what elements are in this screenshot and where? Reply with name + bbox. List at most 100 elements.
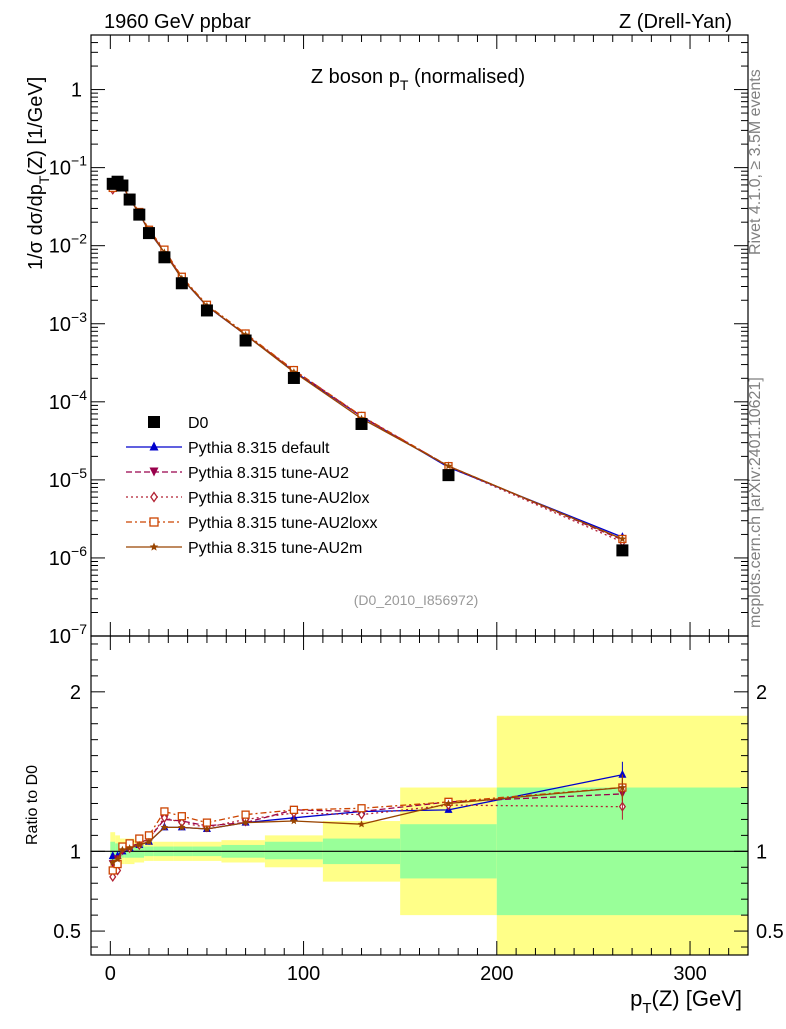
legend-marker-au2loxx [149, 517, 159, 527]
legend-marker-au2lox [150, 491, 158, 503]
legend-label-au2m: Pythia 8.315 tune-AU2m [188, 540, 362, 557]
au2m-ratio-point [160, 823, 169, 831]
y-tick-label: 10−6 [49, 543, 87, 570]
y-tick-label: 1 [71, 80, 82, 102]
x-tick-label: 100 [287, 963, 320, 985]
data-point [200, 304, 213, 317]
title-text: Z boson p [311, 66, 400, 88]
default-line [112, 182, 623, 538]
au2loxx-ratio-point [177, 812, 186, 821]
y-tick-label: 10−1 [49, 153, 87, 180]
ratio-y-tick-label: 0.5 [53, 921, 81, 943]
ratio-y-tick-label-right: 0.5 [756, 921, 784, 943]
y-tick-label: 10−5 [49, 465, 87, 492]
au2m-ratio-point [125, 844, 134, 852]
au2lox-ratio-point [357, 809, 366, 820]
ratio-y-axis: 0.5 0.5 1 1 2 2 [53, 643, 784, 948]
main-title: Z boson pT (normalised) [311, 66, 525, 93]
au2m-point [444, 462, 453, 470]
au2m-point [618, 535, 627, 543]
analysis-id-label: (D0_2010_I856972) [354, 592, 479, 608]
data-point [355, 417, 368, 430]
rivet-version-label: Rivet 4.1.0, ≥ 3.5M events [747, 69, 764, 255]
legend-label-au2lox: Pythia 8.315 tune-AU2lox [188, 490, 369, 507]
au2loxx-ratio-point [357, 804, 366, 813]
series-data [106, 175, 629, 557]
uncertainty-bands [110, 715, 748, 955]
au2m-ratio-point [113, 855, 122, 863]
x-tick-label: 200 [480, 963, 513, 985]
data-point [123, 193, 136, 206]
data-point [442, 469, 455, 482]
legend: D0 Pythia 8.315 default Pythia 8.315 tun… [126, 415, 377, 557]
legend-label-data: D0 [188, 415, 209, 432]
y-tick-label: 10−3 [49, 309, 87, 336]
y-tick-label: 10−4 [49, 387, 87, 414]
data-point [133, 208, 146, 221]
au2loxx-ratio-point [108, 866, 117, 875]
series-default [108, 177, 627, 541]
legend-marker-data [148, 416, 160, 428]
au2m-ratio-point [118, 845, 127, 853]
au2m-ratio-point [290, 817, 298, 825]
au2m-ratio-point [357, 820, 366, 828]
au2m-ratio-point [241, 818, 250, 826]
au2m-ratio-point [203, 825, 211, 833]
ratio-y-tick-label-right: 1 [756, 841, 767, 863]
data-point [116, 179, 129, 192]
y-tick-label: 10−7 [49, 621, 87, 648]
au2loxx-ratio-point [289, 805, 299, 815]
series-au2m [108, 179, 627, 543]
legend-marker-au2 [149, 467, 159, 477]
au2m-ratio-point [444, 799, 453, 807]
legend-label-default: Pythia 8.315 default [188, 440, 330, 457]
ratio-y-tick-label-right: 2 [756, 682, 767, 704]
au2lox-ratio-point [109, 871, 117, 882]
y-tick-label: 10−2 [49, 231, 87, 258]
au2-line [112, 183, 623, 541]
process-label: Z (Drell-Yan) [619, 11, 732, 33]
au2loxx-line [112, 183, 623, 540]
ratio-y-tick-label: 2 [70, 682, 81, 704]
ratio-series-au2m [108, 774, 627, 866]
y-axis-label: 1/σ dσ/dpT(Z) [1/GeV] [25, 77, 52, 270]
ratio-y-tick-label: 1 [70, 841, 81, 863]
mcplots-credit-label: mcplots.cern.ch [arXiv:2401.10621] [747, 377, 764, 628]
legend-label-au2: Pythia 8.315 tune-AU2 [188, 465, 349, 482]
au2loxx-ratio-point [144, 831, 154, 840]
legend-marker-au2m [149, 542, 159, 551]
x-tick-label: 300 [673, 963, 706, 985]
au2m-ratio-point [145, 837, 153, 845]
data-point [158, 251, 171, 264]
au2loxx-ratio-point [241, 810, 250, 819]
x-axis-label: pT(Z) [GeV] [630, 986, 742, 1017]
au2m-line [112, 182, 623, 540]
title-tail: (normalised) [408, 66, 525, 88]
au2loxx-ratio-point [202, 818, 212, 827]
x-axis: 0 100 200 300 [105, 35, 730, 985]
series-au2loxx [108, 180, 627, 544]
au2loxx-ratio-point [160, 807, 169, 816]
data-point [616, 544, 629, 557]
au2lox-ratio-point [160, 812, 169, 823]
data-point [239, 334, 252, 347]
legend-marker-default [149, 441, 159, 451]
data-point [175, 277, 188, 290]
inner-band-bin [264, 841, 323, 860]
ratio-panel: Ratio to D0 pT(Z) [GeV] [24, 765, 742, 1017]
au2m-ratio-point [178, 823, 186, 831]
main-y-axis: 10−7 10−6 10−5 10−4 10−3 10−2 10−1 1 [49, 34, 748, 648]
au2m-ratio-point [135, 840, 144, 849]
title-subscript: T [400, 77, 409, 93]
data-point [142, 227, 155, 240]
energy-label: 1960 GeV ppbar [104, 11, 251, 33]
x-tick-label: 0 [105, 963, 116, 985]
main-panel: Z boson pT (normalised) (D0_2010_I856972… [25, 66, 525, 608]
ratio-y-axis-label: Ratio to D0 [24, 765, 41, 845]
au2loxx-ratio-line [112, 786, 623, 871]
legend-label-au2loxx: Pythia 8.315 tune-AU2loxx [188, 515, 377, 532]
au2lox-line [112, 184, 623, 543]
data-point [287, 371, 300, 384]
